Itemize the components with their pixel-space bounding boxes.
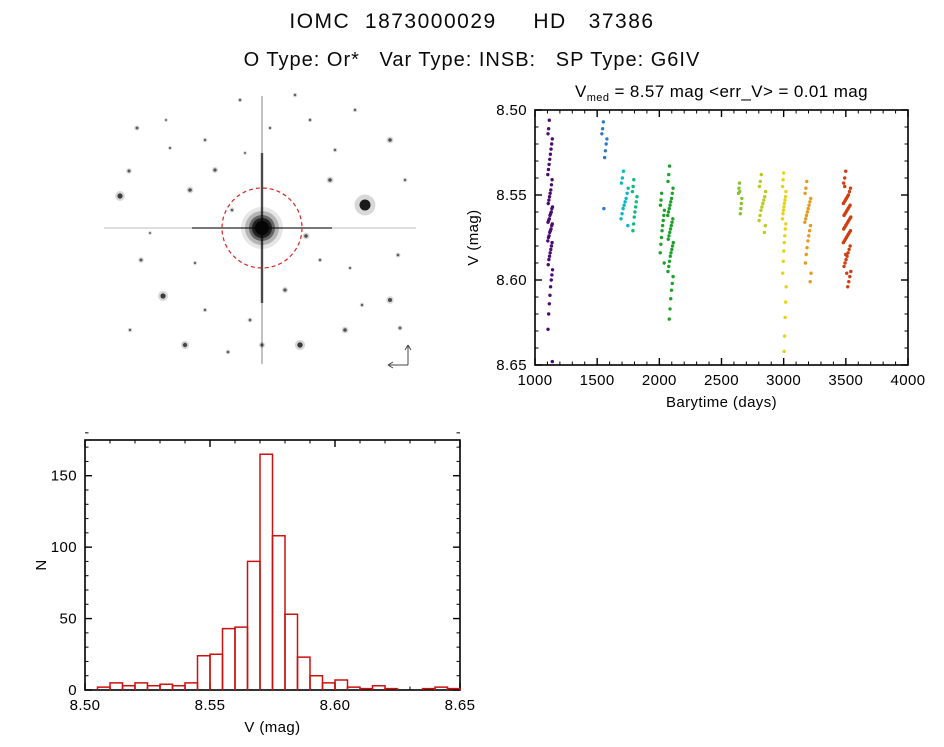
svg-text:8.60: 8.60 [496, 272, 527, 289]
svg-text:8.65: 8.65 [496, 357, 527, 374]
star-field-image [104, 92, 416, 369]
svg-text:V (mag): V (mag) [244, 719, 300, 736]
histogram-chart: 8.50 8.55 8.60 8.65 0 50 100 150 V (mag) N [33, 432, 476, 736]
page-title: IOMC 1873000029 HD 37386 [289, 10, 655, 33]
svg-text:8.55: 8.55 [496, 187, 527, 204]
lightcurve-chart: 1000 1500 2000 2500 3000 3500 4000 8.50 8.55 8.60… [465, 82, 926, 411]
svg-text:8.50: 8.50 [496, 102, 527, 119]
svg-text:1000: 1000 [518, 372, 553, 389]
svg-text:2000: 2000 [642, 372, 677, 389]
svg-text:8.60: 8.60 [320, 697, 351, 714]
svg-text:3500: 3500 [828, 372, 863, 389]
svg-text:8.65: 8.65 [445, 697, 476, 714]
svg-text:Barytime (days): Barytime (days) [666, 394, 777, 411]
svg-text:4000: 4000 [891, 372, 926, 389]
svg-text:100: 100 [51, 539, 77, 556]
svg-text:1500: 1500 [580, 372, 615, 389]
page-subtitle: O Type: Or* Var Type: INSB: SP Type: G6I… [243, 49, 701, 71]
svg-text:150: 150 [51, 468, 77, 485]
svg-text:N: N [33, 559, 50, 570]
svg-text:8.50: 8.50 [70, 697, 101, 714]
svg-text:3000: 3000 [766, 372, 801, 389]
svg-text:50: 50 [60, 611, 78, 628]
svg-text:V (mag): V (mag) [465, 209, 482, 265]
svg-text:0: 0 [68, 682, 77, 699]
svg-text:2500: 2500 [704, 372, 739, 389]
svg-text:8.55: 8.55 [195, 697, 226, 714]
svg-text:Vmed = 8.57 mag <err_V> = 0.01: Vmed = 8.57 mag <err_V> = 0.01 mag [575, 82, 868, 104]
